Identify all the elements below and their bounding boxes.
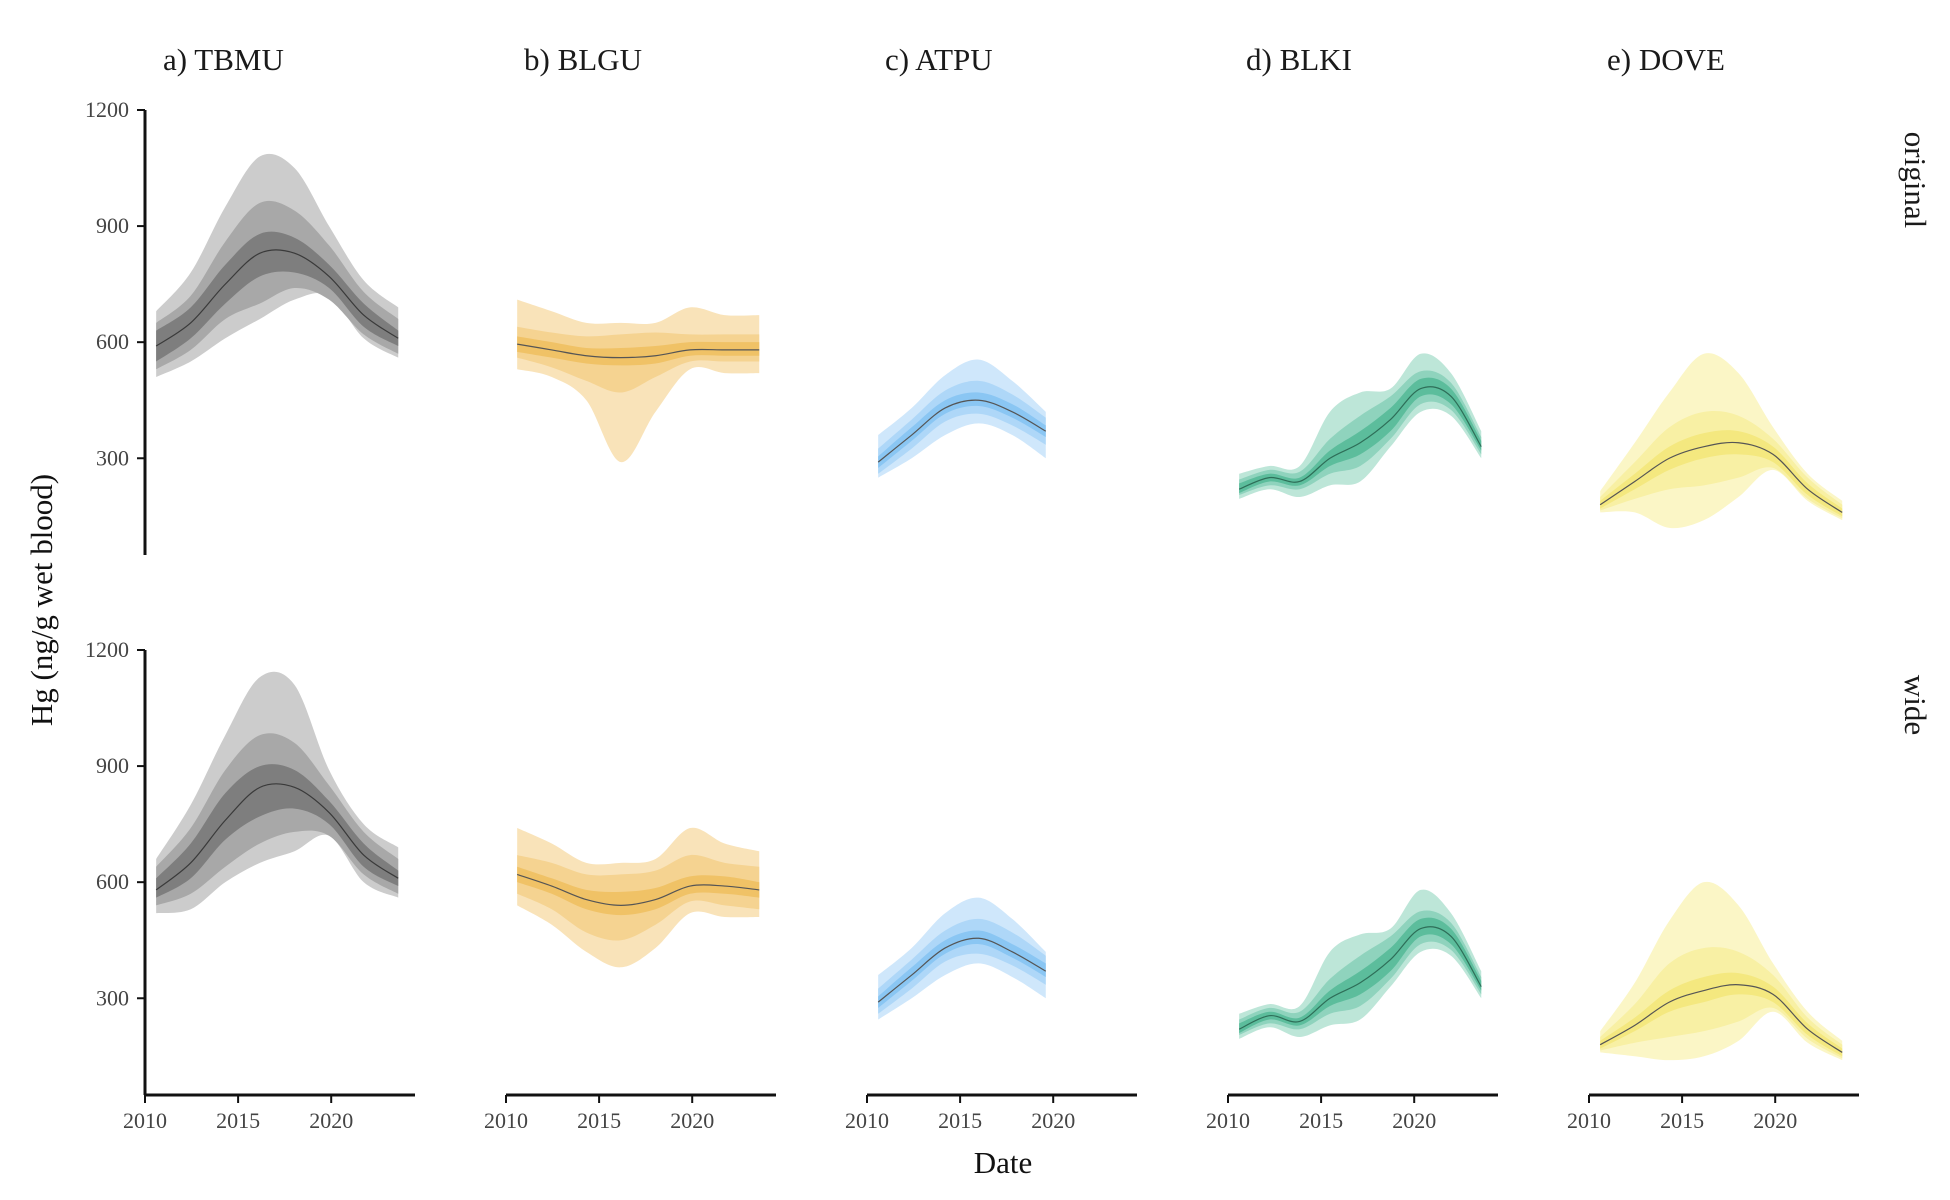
x-tick-label: 2020	[1392, 1108, 1436, 1133]
facet-wide	[155, 671, 399, 914]
interval-band-2	[1600, 410, 1843, 519]
panel-title: e) DOVE	[1607, 42, 1725, 77]
x-tick-label: 2010	[1567, 1108, 1611, 1133]
facet-wide	[877, 897, 1047, 1020]
interval-band-1	[156, 231, 399, 362]
median-line	[155, 783, 399, 891]
y-tick-label: 1200	[85, 97, 129, 122]
x-axis: 2010 2015 2020	[123, 1093, 415, 1133]
y-tick-label: 900	[96, 213, 129, 238]
panel-tbmu: a) TBMU 2010 2015 2020	[123, 42, 415, 1133]
facet-original	[517, 299, 760, 463]
panel-blki: d) BLKI 2010 2015 2020	[1206, 42, 1498, 1133]
panel-title: c) ATPU	[885, 42, 993, 77]
median-line	[1599, 441, 1843, 513]
facet-original	[155, 153, 399, 377]
facet-original	[1238, 353, 1482, 499]
x-tick-label: 2020	[1031, 1108, 1075, 1133]
interval-band-2	[156, 200, 399, 370]
median-line	[516, 873, 760, 906]
interval-band-1	[517, 336, 760, 366]
x-tick-label: 2015	[1299, 1108, 1343, 1133]
y-axis-title: Hg (ng/g wet blood)	[24, 474, 59, 726]
panel-title: d) BLKI	[1246, 42, 1352, 77]
y-tick-label: 300	[96, 985, 129, 1010]
facet-wide	[1238, 889, 1482, 1039]
y-tick-label: 900	[96, 753, 129, 778]
x-axis: 2010 2015 2020	[1567, 1093, 1859, 1133]
x-tick-label: 2010	[1206, 1108, 1250, 1133]
panel-atpu: c) ATPU 2010 2015 2020	[845, 42, 1137, 1133]
y-axis-wide: 300 600 900 1200 wide	[85, 637, 1933, 1095]
panel-blgu: b) BLGU 2010 2015 2020	[484, 42, 776, 1133]
y-tick-label: 1200	[85, 637, 129, 662]
median-line	[1599, 984, 1843, 1053]
facet-original	[1599, 353, 1843, 529]
interval-band-3	[878, 359, 1046, 478]
row-label-original: original	[1898, 132, 1933, 228]
row-label-wide: wide	[1898, 675, 1933, 735]
median-line	[517, 343, 760, 359]
median-line	[877, 937, 1047, 1003]
x-tick-label: 2020	[670, 1108, 714, 1133]
y-tick-label: 600	[96, 329, 129, 354]
x-tick-label: 2015	[577, 1108, 621, 1133]
interval-band-1	[517, 866, 760, 916]
interval-band-1	[156, 764, 399, 898]
interval-band-2	[1600, 947, 1843, 1059]
facet-original	[877, 359, 1047, 478]
median-line	[1238, 386, 1482, 490]
y-axis-original: 300 600 900 1200 original	[85, 97, 1933, 555]
panel-title: a) TBMU	[163, 42, 284, 77]
x-tick-label: 2015	[1660, 1108, 1704, 1133]
interval-band-1	[1239, 917, 1482, 1034]
interval-band-1	[1600, 430, 1843, 517]
facet-wide	[1599, 881, 1843, 1061]
x-axis: 2010 2015 2020	[484, 1093, 776, 1133]
interval-band-1	[1239, 377, 1482, 494]
y-tick-label: 300	[96, 445, 129, 470]
x-axis: 2010 2015 2020	[845, 1093, 1137, 1133]
median-line	[877, 399, 1047, 463]
interval-band-2	[156, 733, 399, 906]
x-tick-label: 2015	[938, 1108, 982, 1133]
x-tick-label: 2015	[216, 1108, 260, 1133]
x-axis-title: Date	[974, 1145, 1033, 1180]
median-line	[155, 249, 399, 347]
facet-wide	[516, 827, 760, 968]
median-line	[1238, 926, 1482, 1030]
panel-dove: e) DOVE 2010 2015 2020	[1567, 42, 1859, 1133]
x-tick-label: 2020	[1753, 1108, 1797, 1133]
interval-band-1	[878, 392, 1046, 468]
x-tick-label: 2020	[309, 1108, 353, 1133]
y-tick-label: 600	[96, 869, 129, 894]
x-axis: 2010 2015 2020	[1206, 1093, 1498, 1133]
interval-band-1	[878, 930, 1046, 1008]
x-tick-label: 2010	[123, 1108, 167, 1133]
panel-title: b) BLGU	[524, 42, 642, 77]
x-tick-label: 2010	[484, 1108, 528, 1133]
x-tick-label: 2010	[845, 1108, 889, 1133]
